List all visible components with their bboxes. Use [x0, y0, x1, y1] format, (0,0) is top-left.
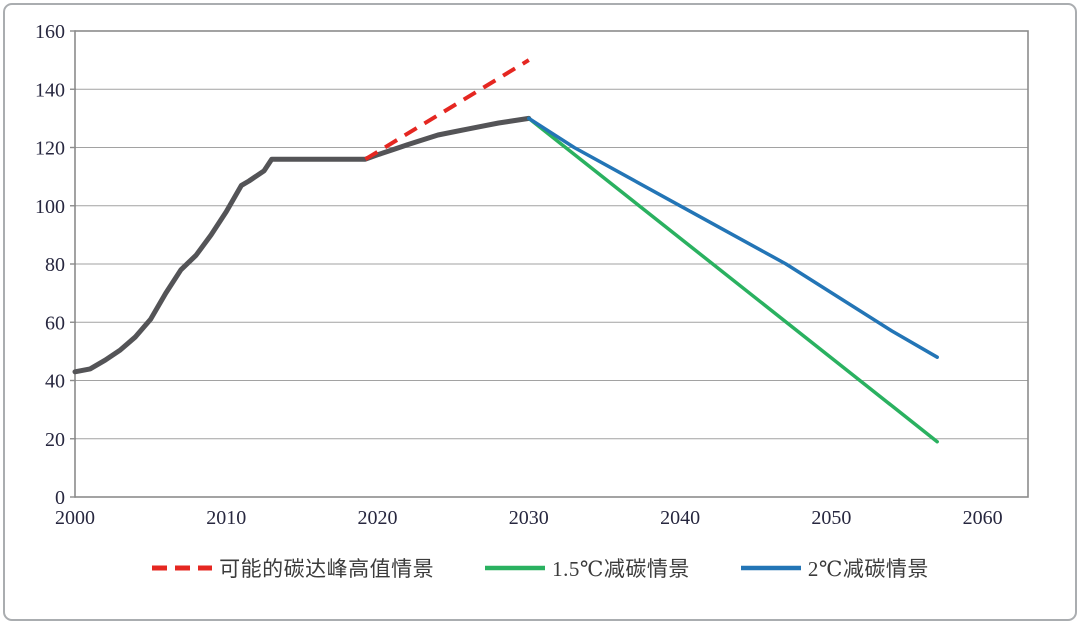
series-line-possible-peak-high-scenario: [364, 58, 530, 161]
y-axis-label-60: 60: [45, 312, 65, 334]
legend-item-possible-peak-high-scenario: 可能的碳达峰高值情景: [151, 553, 434, 583]
legend-item-2c-reduction-scenario: 2℃减碳情景: [740, 553, 929, 583]
x-axis-label-2050: 2050: [811, 507, 851, 529]
y-axis-label-80: 80: [45, 254, 65, 276]
chart-frame: [3, 3, 1077, 621]
chart-legend: 可能的碳达峰高值情景 1.5℃减碳情景 2℃减碳情景: [0, 553, 1080, 583]
y-axis-label-120: 120: [35, 138, 65, 160]
series-line-historical-emissions: [72, 115, 532, 375]
x-axis-label-2040: 2040: [660, 507, 700, 529]
x-axis-label-2010: 2010: [206, 507, 246, 529]
x-axis-label-2000: 2000: [55, 507, 95, 529]
legend-line-1p5c-reduction-scenario: [485, 565, 546, 571]
x-axis-label-2030: 2030: [509, 507, 549, 529]
legend-line-2c-reduction-scenario: [740, 565, 801, 571]
x-axis-label-2060: 2060: [963, 507, 1003, 529]
legend-label-2c-reduction-scenario: 2℃减碳情景: [807, 557, 929, 581]
y-axis-label-160: 160: [35, 21, 65, 43]
y-axis-label-40: 40: [45, 371, 65, 393]
series-line-2c-reduction-scenario: [527, 116, 939, 359]
series-line-1p5c-reduction-scenario: [527, 116, 939, 444]
legend-line-possible-peak-high-scenario: [152, 565, 213, 571]
y-axis-label-140: 140: [35, 79, 65, 101]
legend-label-possible-peak-high-scenario: 可能的碳达峰高值情景: [219, 557, 435, 581]
legend-item-1p5c-reduction-scenario: 1.5℃减碳情景: [484, 553, 690, 583]
y-axis-label-0: 0: [55, 487, 65, 509]
y-axis-label-100: 100: [35, 196, 65, 218]
y-axis-label-20: 20: [45, 429, 65, 451]
legend-label-1p5c-reduction-scenario: 1.5℃减碳情景: [552, 557, 690, 581]
x-axis-label-2020: 2020: [358, 507, 398, 529]
